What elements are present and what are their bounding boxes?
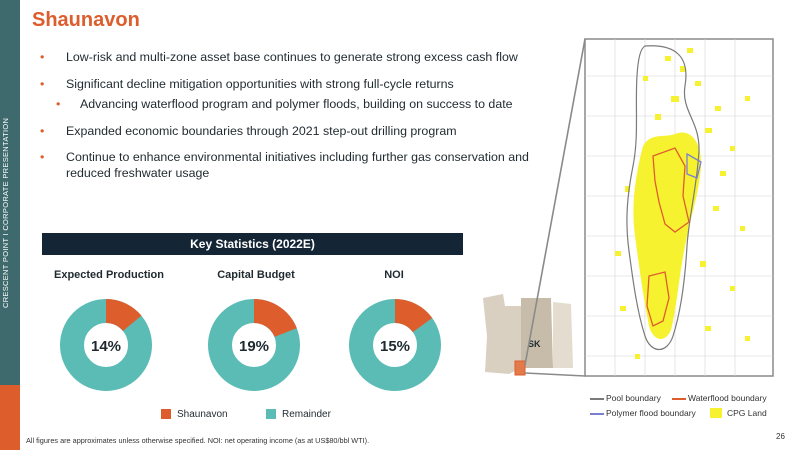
capital-chart-title: Capital Budget xyxy=(217,269,295,281)
legend-cpg-land-swatch xyxy=(710,408,722,418)
donut-shaunavon-segment xyxy=(253,299,297,338)
bullet-item: Low-risk and multi-zone asset base conti… xyxy=(38,50,558,66)
donut-shaunavon-segment xyxy=(394,299,433,333)
noi-chart-title: NOI xyxy=(384,269,404,281)
production-chart-title: Expected Production xyxy=(53,269,165,281)
donut-value-label: 19% xyxy=(239,338,269,355)
legend-polymer-line xyxy=(590,413,604,415)
capital-donut: 19% xyxy=(208,299,300,391)
bullet-item: Significant decline mitigation opportuni… xyxy=(38,77,558,93)
legend-label-remainder: Remainder xyxy=(282,409,331,420)
sidebar-band xyxy=(0,0,20,450)
donut-value-label: 14% xyxy=(91,338,121,355)
donut-shaunavon-segment xyxy=(105,299,142,332)
legend-label-shaunavon: Shaunavon xyxy=(177,409,228,420)
bullet-item: Continue to enhance environmental initia… xyxy=(38,150,558,181)
sidebar-accent xyxy=(0,385,20,450)
legend-swatch-shaunavon xyxy=(161,409,171,419)
bullet-item: Expanded economic boundaries through 202… xyxy=(38,124,558,140)
legend-pool-line xyxy=(590,398,604,400)
shaunavon-map: SK xyxy=(483,38,774,377)
province-label: SK xyxy=(528,339,541,349)
footnote: All figures are approximates unless othe… xyxy=(26,436,370,445)
bullet-list: Low-risk and multi-zone asset base conti… xyxy=(38,50,558,192)
locator-map: SK xyxy=(483,294,573,376)
legend-waterflood-line xyxy=(672,398,686,400)
callout-line-bottom xyxy=(524,372,586,377)
legend-polymer-flood-boundary: Polymer flood boundary xyxy=(606,408,696,418)
production-donut: 14% xyxy=(60,299,152,391)
callout-line-top xyxy=(524,38,586,366)
sidebar-label: CRESCENT POINT I CORPORATE PRESENTATION xyxy=(1,117,10,308)
page-title: Shaunavon xyxy=(32,9,140,31)
sub-bullet-item: Advancing waterflood program and polymer… xyxy=(38,97,558,113)
noi-donut: 15% xyxy=(349,299,441,391)
legend-pool-boundary: Pool boundary xyxy=(606,393,661,403)
legend-waterflood-boundary: Waterflood boundary xyxy=(688,393,767,403)
detail-map xyxy=(584,38,774,377)
legend-swatch-remainder xyxy=(266,409,276,419)
page-number: 26 xyxy=(776,432,785,441)
key-statistics-heading: Key Statistics (2022E) xyxy=(42,233,463,255)
donut-value-label: 15% xyxy=(380,338,410,355)
legend-cpg-land: CPG Land xyxy=(727,408,767,418)
